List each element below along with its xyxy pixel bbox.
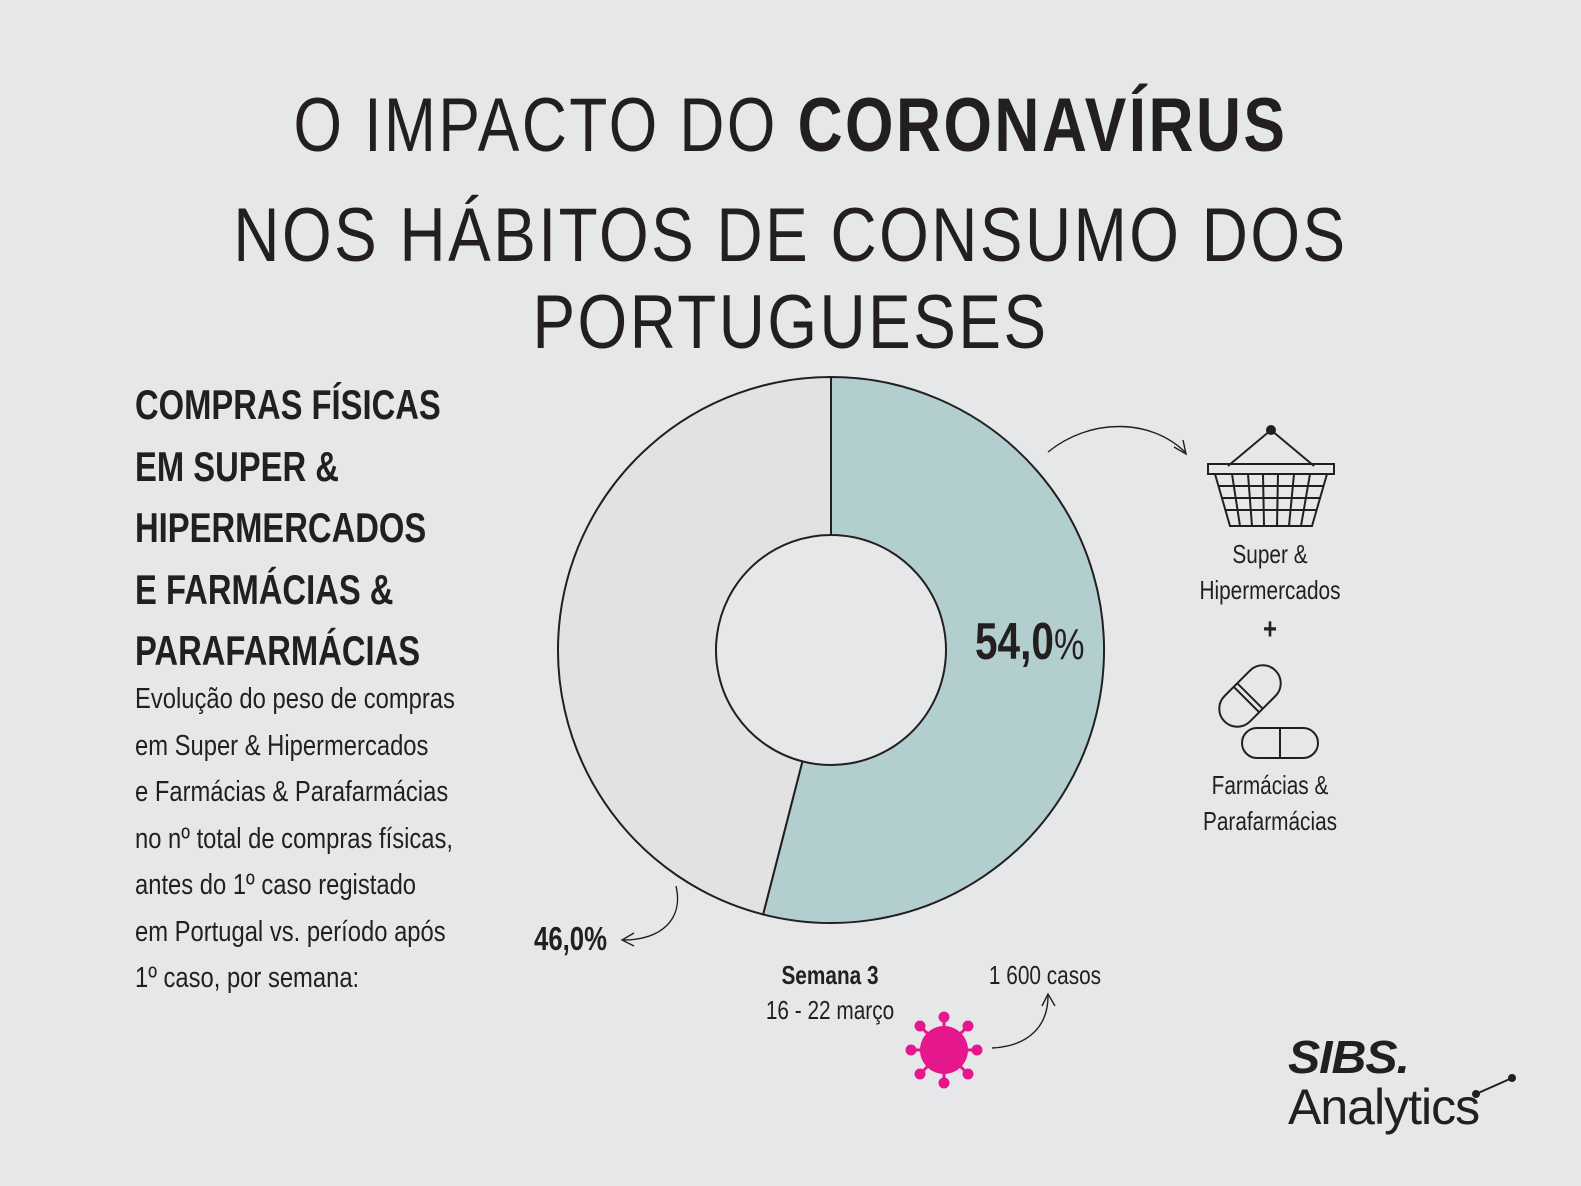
product-logo: Analytics xyxy=(1288,1079,1480,1135)
title-prefix: O IMPACTO DO xyxy=(293,83,798,168)
section-description: Evolução do peso de compras em Super & H… xyxy=(135,676,479,1002)
description-line: no nº total de compras físicas, xyxy=(135,822,453,855)
section-heading: COMPRAS FÍSICAS EM SUPER & HIPERMERCADOS… xyxy=(135,374,441,682)
description-line: em Portugal vs. período após xyxy=(135,915,446,948)
category-line: Super & xyxy=(1232,539,1308,569)
arrow-head-small-pct xyxy=(620,932,635,947)
week-dates: 16 - 22 março xyxy=(765,995,895,1025)
page-title-line2: NOS HÁBITOS DE CONSUMO DOS PORTUGUESES xyxy=(233,193,1348,365)
week-label: Semana 3 xyxy=(781,960,879,990)
heading-line: PARAFARMÁCIAS xyxy=(135,627,421,674)
donut-slice-rest xyxy=(557,375,832,916)
arrow-to-categories xyxy=(1047,425,1186,453)
category-supermarkets: Super & Hipermercados xyxy=(1190,536,1350,608)
shopping-basket-icon xyxy=(1207,425,1335,527)
description-line: 1º caso, por semana: xyxy=(135,962,360,994)
rest-percentage: 46,0% xyxy=(534,920,607,957)
arrow-to-cases xyxy=(991,995,1049,1049)
highlight-percentage: 54,0% xyxy=(975,612,1084,672)
percent-suffix: % xyxy=(1053,620,1085,669)
description-line: e Farmácias & Parafarmácias xyxy=(135,776,449,808)
pills-icon xyxy=(1218,664,1319,759)
description-line: em Super & Hipermercados xyxy=(135,729,429,762)
category-line: Farmácias & xyxy=(1211,770,1329,800)
virus-icon xyxy=(905,1011,983,1089)
cases-count: 1 600 casos xyxy=(988,960,1102,990)
arrow-to-small-pct xyxy=(623,885,679,941)
description-line: antes do 1º caso registado xyxy=(135,869,417,901)
heading-line: COMPRAS FÍSICAS xyxy=(135,381,441,428)
plus-sign: + xyxy=(1262,613,1278,646)
donut-slice-highlight xyxy=(761,375,1105,924)
category-line: Hipermercados xyxy=(1199,575,1341,605)
category-line: Parafarmácias xyxy=(1202,806,1338,836)
description-line: Evolução do peso de compras xyxy=(135,683,455,715)
heading-line: HIPERMERCADOS xyxy=(135,504,427,551)
title-bold: CORONAVÍRUS xyxy=(797,83,1288,168)
heading-line: EM SUPER & xyxy=(135,442,339,490)
heading-line: E FARMÁCIAS & xyxy=(135,565,394,613)
arrow-head-categories xyxy=(1173,439,1188,456)
logo-mark-icon xyxy=(1472,1074,1516,1098)
donut-slices xyxy=(557,375,1105,924)
category-pharmacies: Farmácias & Parafarmácias xyxy=(1190,767,1350,839)
highlight-value: 54,0 xyxy=(975,613,1054,671)
page-title-line1: O IMPACTO DO CORONAVÍRUS xyxy=(142,82,1438,169)
arrow-head-cases xyxy=(1041,992,1056,1007)
brand-logo: SIBS. xyxy=(1288,1031,1410,1083)
